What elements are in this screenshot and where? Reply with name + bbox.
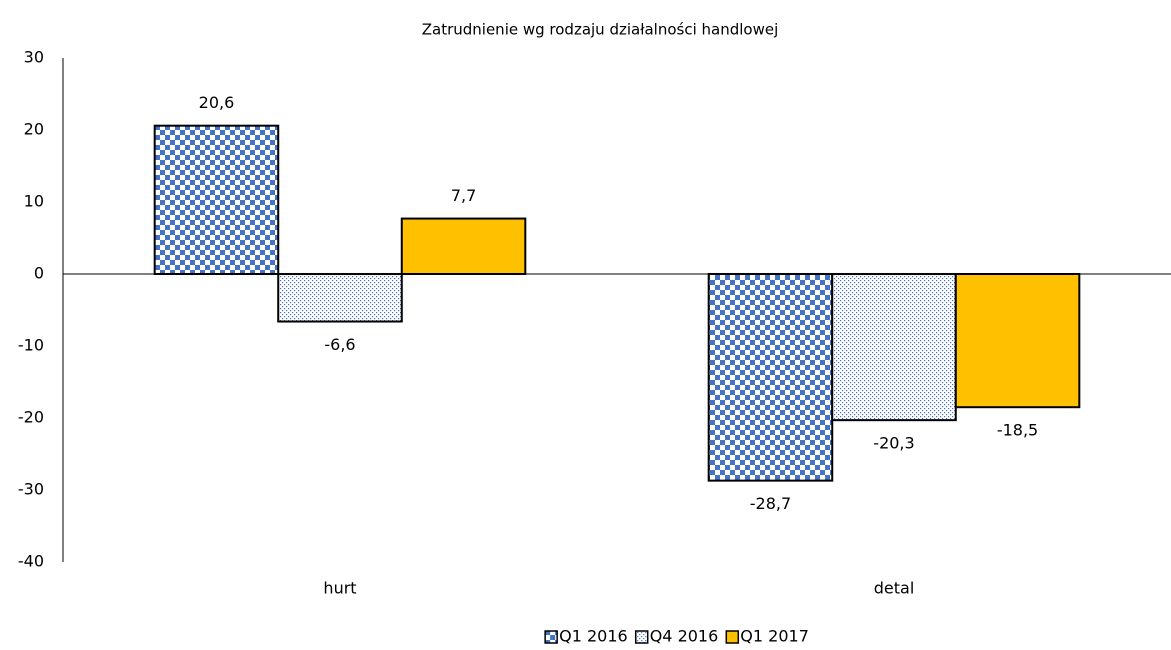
- bar: [707, 273, 834, 482]
- bar: [831, 273, 957, 422]
- y-tick-label: -40: [18, 552, 44, 571]
- legend-label: Q1 2017: [740, 627, 809, 646]
- x-tick-label: hurt: [323, 579, 356, 598]
- legend-swatch: [544, 630, 558, 644]
- value-label: 20,6: [199, 93, 235, 112]
- value-label: -6,6: [324, 335, 355, 354]
- bar: [400, 217, 527, 275]
- bar: [277, 273, 403, 323]
- y-tick-label: -20: [18, 408, 44, 427]
- bar: [954, 273, 1081, 409]
- x-tick-label: detal: [874, 579, 915, 598]
- y-tick-label: -10: [18, 336, 44, 355]
- legend: Q1 2016 Q4 2016 Q1 2017: [544, 627, 809, 646]
- y-tick-label: 20: [24, 120, 44, 139]
- y-tick-label: 0: [34, 264, 44, 283]
- value-label: 7,7: [451, 186, 476, 205]
- value-label: -20,3: [873, 434, 914, 453]
- legend-label: Q4 2016: [650, 627, 719, 646]
- legend-swatch: [725, 630, 740, 644]
- legend-swatch: [634, 630, 649, 644]
- y-tick-label: 30: [24, 48, 44, 67]
- value-label: -18,5: [997, 421, 1038, 440]
- y-tick-label: 10: [24, 192, 44, 211]
- bar: [153, 124, 280, 276]
- chart-title: Zatrudnienie wg rodzaju działalności han…: [422, 21, 779, 39]
- y-tick-label: -30: [18, 480, 44, 499]
- legend-label: Q1 2016: [559, 627, 628, 646]
- value-label: -28,7: [750, 494, 791, 513]
